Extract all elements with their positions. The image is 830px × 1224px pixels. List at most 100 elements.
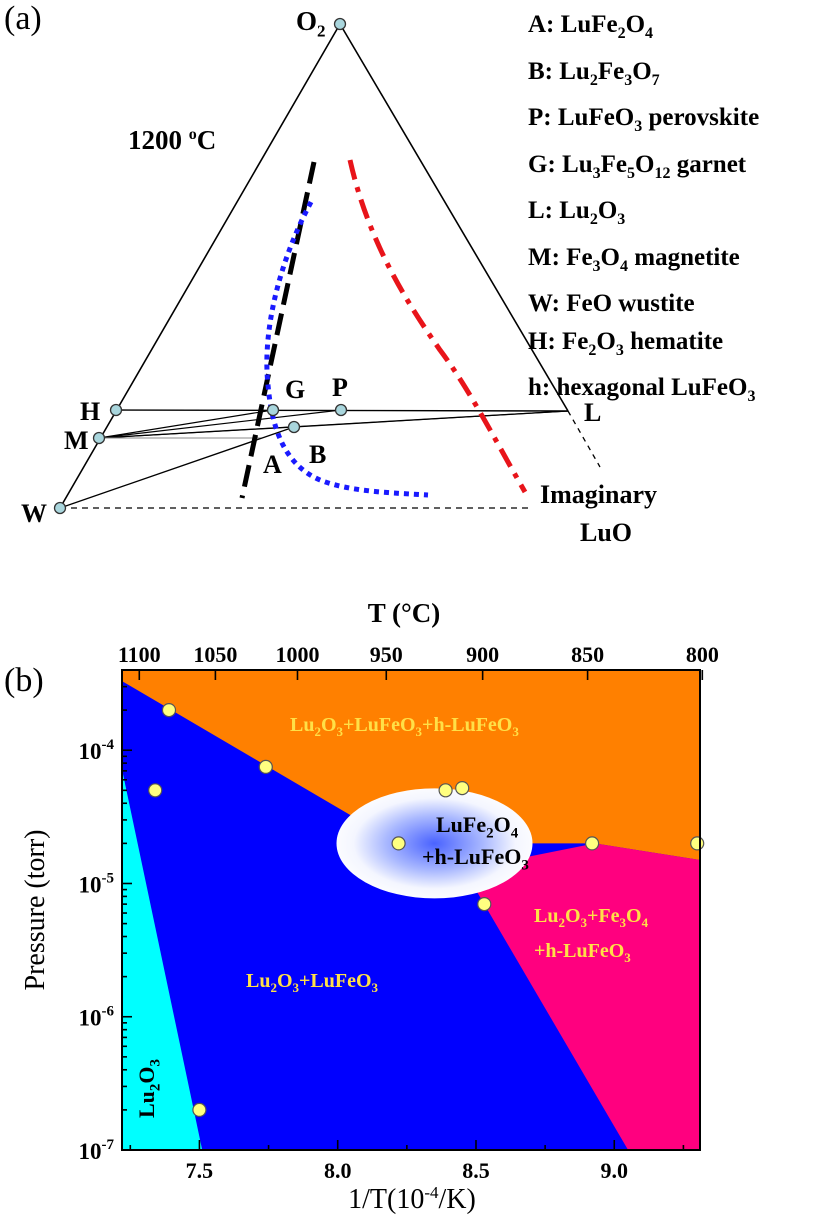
label-pink-region-1-part: O [564, 905, 581, 927]
point-O2 [333, 17, 347, 31]
y-tick-exp: -7 [102, 1137, 115, 1153]
label-ellipse-1-part: O [493, 812, 511, 837]
tie-line-M-B [98, 426, 295, 439]
top-tick-label: 1050 [193, 642, 237, 667]
label-orange-region-part: 3 [512, 724, 519, 739]
legend-key: M: [528, 243, 567, 271]
data-point [161, 702, 177, 718]
label-B: B [309, 440, 326, 469]
legend-key: L: [528, 197, 560, 224]
black-dashed-curve [239, 161, 317, 499]
tie-line-M-P [98, 409, 342, 439]
legend-formula-part: 3 [615, 341, 624, 359]
label-orange-region-part: +LuFeO [343, 714, 416, 736]
y-tick-exp: -4 [102, 737, 115, 753]
label-W: W [21, 499, 47, 528]
point-G [266, 403, 280, 417]
legend-entry: M: Fe3O4 magnetite [528, 239, 759, 286]
legend-formula-part: Lu [559, 197, 590, 224]
x-title-sup: -4 [424, 1183, 439, 1202]
legend-formula-part: 12 [654, 164, 671, 182]
blue-dotted-curve [264, 200, 429, 498]
legend-entry: G: Lu3Fe5O12 garnet [528, 146, 759, 193]
label-cyan-region-part: O [134, 1066, 159, 1084]
label-cyan-region-part: Lu [134, 1091, 159, 1118]
label-pink-region-1: Lu2O3+Fe3O4 [534, 905, 648, 931]
legend-formula-part: 2 [588, 341, 597, 359]
legend-formula-part: 4 [620, 257, 628, 275]
label-ellipse-1-part: 4 [510, 825, 519, 842]
legend-key: H: [528, 327, 563, 355]
apex-o2-label: O2 [296, 6, 326, 41]
label-cyan-region-part: 3 [147, 1058, 164, 1067]
temperature-annotation: 1200 oC [128, 125, 216, 156]
label-orange-region-part: 2 [314, 724, 321, 739]
imaginary-edge [567, 410, 601, 468]
legend-formula-part: 2 [617, 25, 626, 42]
data-point [148, 783, 163, 798]
legend-formula-part: 5 [627, 164, 635, 182]
label-L: L [584, 398, 601, 427]
legend-formula-part: 3 [624, 71, 633, 89]
label-blue-region-part: Lu [246, 970, 271, 992]
legend-formula-part: hexagonal LuFeO [556, 374, 748, 401]
data-point [455, 780, 470, 796]
data-point [192, 1102, 207, 1118]
triangle-edge-right [339, 23, 569, 412]
region-blue [122, 681, 700, 1150]
point-H [109, 403, 123, 417]
legend-formula-part: 3 [617, 211, 626, 228]
top-tick-label: 900 [466, 642, 499, 667]
label-orange-region: Lu2O3+LuFeO3+h-LuFeO3 [290, 714, 519, 740]
tie-line-M-G [98, 409, 274, 439]
legend-key: P: [528, 104, 558, 131]
label-ellipse-1-part: LuFe [436, 812, 487, 837]
y-tick-base: 10 [79, 739, 102, 764]
region-cyan [122, 769, 203, 1150]
y-tick-base: 10 [79, 1006, 102, 1031]
legend-key: h: [528, 374, 557, 401]
y-tick-label: 10-6 [79, 1004, 115, 1031]
region-ellipse [336, 788, 533, 899]
y-tick-base: 10 [79, 1139, 102, 1164]
legend-entry: W: FeO wustite [528, 285, 759, 323]
tie-line-B-L [293, 410, 569, 428]
legend-key: W: [528, 290, 567, 317]
label-ellipse-2-part: 3 [521, 857, 529, 874]
label-orange-region-part: Lu [290, 714, 315, 736]
y-tick-exp: -6 [102, 1004, 115, 1020]
x-tick-label: 8.0 [324, 1158, 352, 1183]
legend-entry: L: Lu2O3 [528, 192, 759, 239]
top-tick-label: 850 [571, 642, 604, 667]
y-axis-title: Pressure (torr) [20, 830, 51, 991]
legend-entry: B: Lu2Fe3O7 [528, 53, 759, 100]
data-point [584, 836, 600, 851]
data-point [690, 836, 705, 851]
y-tick-exp: -5 [102, 870, 115, 886]
label-A: A [263, 450, 282, 479]
label-pink-region-2: +h-LuFeO3 [534, 940, 631, 966]
apex-o2-text: O [296, 6, 318, 36]
label-blue-region-part: O [276, 970, 293, 992]
legend-key: B: [528, 57, 560, 85]
legend-formula-part: 2 [589, 71, 598, 89]
ternary-diagram: H M W G P A B L Imaginary LuO [21, 17, 657, 547]
label-ellipse-1: LuFe2O4 [436, 812, 518, 842]
legend-formula-part: perovskite [642, 104, 760, 131]
x-title-main: 1/T(10 [348, 1184, 424, 1215]
label-blue-region: Lu2O3+LuFeO3 [246, 970, 378, 996]
phase-legend: A: LuFe2O4 B: Lu2Fe3O7 P: LuFeO3 perovskit… [528, 6, 759, 416]
label-pink-region-2-part: +h-LuFeO [534, 940, 625, 962]
x-title-end: /K) [439, 1184, 476, 1215]
label-P: P [332, 373, 348, 402]
legend-formula-part: 3 [634, 118, 643, 135]
legend-key: A: [528, 11, 561, 38]
legend-formula-part: 7 [651, 71, 660, 89]
luo-label: LuO [580, 518, 632, 547]
legend-formula-part: Lu [559, 57, 590, 85]
region-pink [470, 843, 700, 1150]
y-tick-label: 10-5 [79, 870, 115, 897]
label-cyan-region: Lu2O3 [134, 1059, 164, 1118]
x-tick-label: 9.0 [601, 1158, 629, 1183]
